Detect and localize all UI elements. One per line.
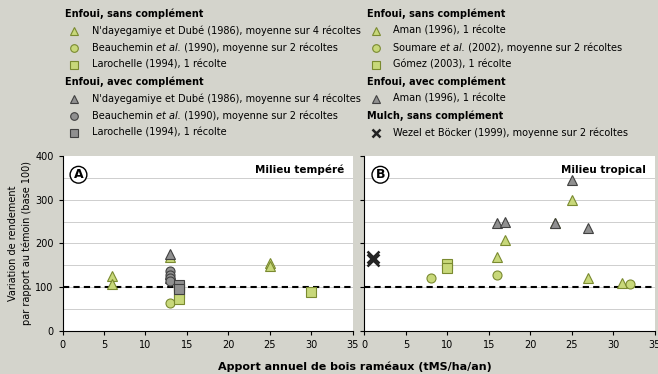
Text: et al.: et al. [156,43,181,53]
Text: Mulch, sans complément: Mulch, sans complément [367,111,503,121]
Text: B: B [376,168,385,181]
Text: et al.: et al. [156,111,181,121]
Text: (1990), moyenne sur 2 récoltes: (1990), moyenne sur 2 récoltes [181,111,338,121]
Text: Aman (1996), 1 récolte: Aman (1996), 1 récolte [393,94,506,104]
Text: Soumare: Soumare [393,43,440,53]
Text: Wezel et Böcker (1999), moyenne sur 2 récoltes: Wezel et Böcker (1999), moyenne sur 2 ré… [393,128,628,138]
Y-axis label: Variation de rendement
par rapport au témoin (base 100): Variation de rendement par rapport au té… [9,162,32,325]
Text: Larochelle (1994), 1 récolte: Larochelle (1994), 1 récolte [91,128,226,138]
Text: Larochelle (1994), 1 récolte: Larochelle (1994), 1 récolte [91,60,226,70]
Text: Milieu tropical: Milieu tropical [561,165,646,175]
Text: Apport annuel de bois raméaux (tMS/ha/an): Apport annuel de bois raméaux (tMS/ha/an… [218,362,492,372]
Text: Beauchemin: Beauchemin [91,43,156,53]
Text: Enfoui, avec complément: Enfoui, avec complément [367,77,506,87]
Text: (2002), moyenne sur 2 récoltes: (2002), moyenne sur 2 récoltes [465,43,622,53]
Text: Enfoui, avec complément: Enfoui, avec complément [65,77,204,87]
Text: N'dayegamiye et Dubé (1986), moyenne sur 4 récoltes: N'dayegamiye et Dubé (1986), moyenne sur… [91,25,361,36]
Text: Aman (1996), 1 récolte: Aman (1996), 1 récolte [393,26,506,36]
Text: Enfoui, sans complément: Enfoui, sans complément [65,9,204,19]
Text: (1990), moyenne sur 2 récoltes: (1990), moyenne sur 2 récoltes [181,43,338,53]
Text: A: A [74,168,84,181]
Text: N'dayegamiye et Dubé (1986), moyenne sur 4 récoltes: N'dayegamiye et Dubé (1986), moyenne sur… [91,94,361,104]
Text: Milieu tempéré: Milieu tempéré [255,165,344,175]
Text: et al.: et al. [440,43,465,53]
Text: Beauchemin: Beauchemin [91,111,156,121]
Text: Enfoui, sans complément: Enfoui, sans complément [367,9,506,19]
Text: Gómez (2003), 1 récolte: Gómez (2003), 1 récolte [393,60,512,70]
